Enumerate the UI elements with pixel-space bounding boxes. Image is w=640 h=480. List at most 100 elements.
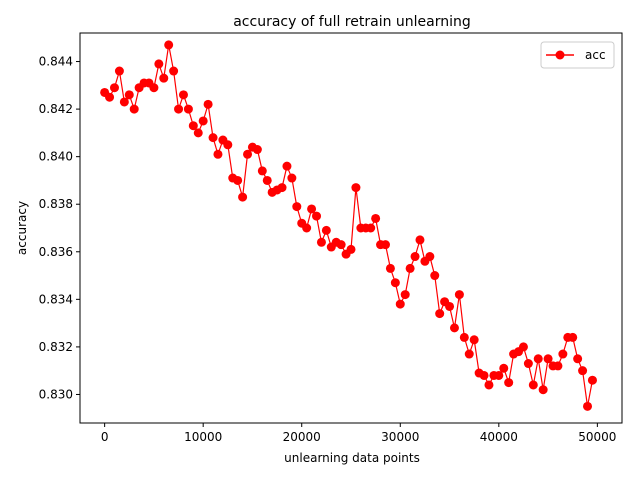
x-axis-title: unlearning data points: [284, 451, 420, 465]
y-tick-label: 0.842: [39, 102, 73, 116]
data-point: [459, 332, 469, 342]
data-point: [543, 354, 553, 364]
data-point: [523, 359, 533, 369]
y-tick-label: 0.832: [39, 340, 73, 354]
data-point: [366, 223, 376, 233]
data-point: [405, 263, 415, 273]
data-point: [312, 211, 322, 221]
y-tick-label: 0.838: [39, 197, 73, 211]
x-tick-label: 30000: [381, 430, 419, 444]
data-point: [385, 263, 395, 273]
data-point: [149, 83, 159, 93]
x-tick-label: 10000: [184, 430, 222, 444]
plot-area: [100, 40, 597, 411]
data-point: [105, 92, 115, 102]
data-point: [292, 202, 302, 212]
data-point: [164, 40, 174, 50]
data-point: [203, 99, 213, 109]
data-point: [454, 290, 464, 300]
data-point: [449, 323, 459, 333]
data-point: [277, 183, 287, 193]
y-tick-label: 0.830: [39, 387, 73, 401]
data-point: [287, 173, 297, 183]
data-point: [494, 370, 504, 380]
data-point: [252, 145, 262, 155]
data-point: [346, 244, 356, 254]
data-point: [415, 235, 425, 245]
data-point: [262, 175, 272, 185]
data-point: [307, 204, 317, 214]
data-point: [430, 271, 440, 281]
data-point: [469, 335, 479, 345]
data-point: [395, 299, 405, 309]
data-point: [174, 104, 184, 114]
data-point: [208, 133, 218, 143]
data-point: [233, 175, 243, 185]
data-point: [129, 104, 139, 114]
data-point: [169, 66, 179, 76]
legend-box: [540, 41, 615, 69]
data-point: [533, 354, 543, 364]
data-point: [504, 378, 514, 388]
data-point: [573, 354, 583, 364]
data-point: [371, 213, 381, 223]
data-point: [316, 237, 326, 247]
data-point: [553, 361, 563, 371]
data-point: [124, 90, 134, 100]
data-point: [238, 192, 248, 202]
data-point: [568, 332, 578, 342]
data-point: [109, 83, 119, 93]
x-axis-ticks: 0 10000 20000 30000 40000 50000: [101, 423, 616, 444]
data-point: [243, 149, 253, 159]
data-point: [351, 183, 361, 193]
data-point: [114, 66, 124, 76]
x-tick-label: 0: [101, 430, 109, 444]
data-point: [213, 149, 223, 159]
data-point: [479, 370, 489, 380]
data-point: [484, 380, 494, 390]
y-tick-label: 0.840: [39, 150, 73, 164]
data-point: [435, 309, 445, 319]
data-point: [518, 342, 528, 352]
data-point: [302, 223, 312, 233]
data-point: [257, 166, 267, 176]
data-point: [183, 104, 193, 114]
data-point: [464, 349, 474, 359]
x-tick-label: 20000: [283, 430, 321, 444]
data-point: [321, 225, 331, 235]
legend: acc: [540, 41, 615, 69]
data-point: [445, 301, 455, 311]
data-point: [538, 385, 548, 395]
data-point: [583, 401, 593, 411]
data-point: [223, 140, 233, 150]
y-tick-label: 0.834: [39, 292, 73, 306]
y-axis-title: accuracy: [15, 201, 29, 255]
data-point: [282, 161, 292, 171]
y-tick-label: 0.836: [39, 245, 73, 259]
data-point: [558, 349, 568, 359]
data-point: [400, 290, 410, 300]
data-point: [193, 128, 203, 138]
data-point: [578, 366, 588, 376]
data-point: [380, 240, 390, 250]
data-point: [390, 278, 400, 288]
x-tick-label: 50000: [578, 430, 616, 444]
data-point: [336, 240, 346, 250]
data-point: [499, 363, 509, 373]
legend-label-acc: acc: [585, 48, 606, 62]
data-point: [587, 375, 597, 385]
y-axis-ticks: 0.830 0.832 0.834 0.836 0.838 0.840 0.842 0.844: [39, 55, 80, 401]
data-point: [425, 252, 435, 262]
legend-marker-swatch: [555, 50, 565, 60]
data-point: [188, 121, 198, 131]
chart-title: accuracy of full retrain unlearning: [233, 14, 471, 30]
data-point: [119, 97, 129, 107]
x-tick-label: 40000: [480, 430, 518, 444]
data-point: [198, 116, 208, 126]
data-point: [154, 59, 164, 69]
data-point: [178, 90, 188, 100]
axes-frame: [79, 32, 623, 424]
data-point: [159, 73, 169, 83]
data-point: [528, 380, 538, 390]
